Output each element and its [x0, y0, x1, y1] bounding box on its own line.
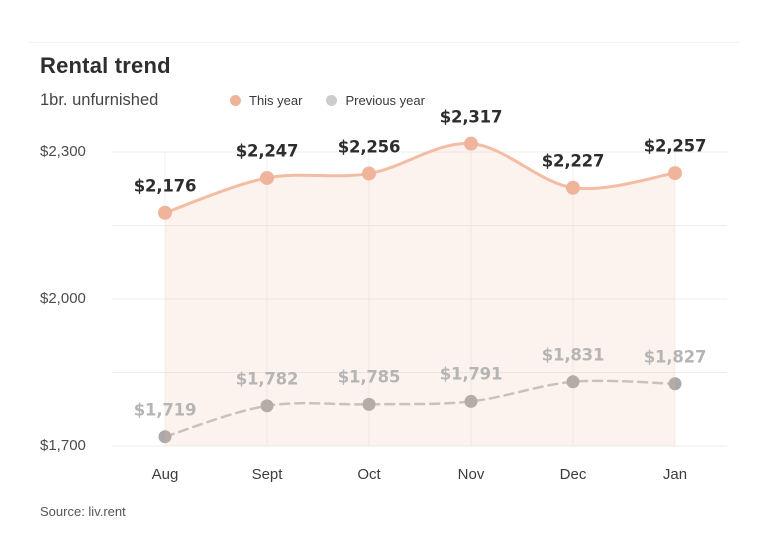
y-axis-label-2300: $2,300	[40, 143, 86, 160]
line-this-year	[163, 142, 677, 215]
x-axis-label-sept: Sept	[251, 466, 283, 483]
data-label-previous-year-sept: $1,782	[235, 369, 299, 389]
point-previous-year-aug	[158, 430, 172, 444]
data-label-previous-year-oct: $1,785	[337, 367, 401, 387]
area-this-year	[165, 143, 675, 446]
legend-item-previous-year: Previous year	[326, 93, 425, 108]
source-attribution: Source: liv.rent	[40, 504, 126, 519]
point-this-year-jan	[668, 166, 682, 181]
data-label-previous-year-dec: $1,831	[541, 345, 605, 365]
point-this-year-sept	[260, 170, 274, 185]
data-label-this-year-nov: $2,317	[439, 107, 503, 127]
x-axis-label-nov: Nov	[457, 466, 485, 483]
data-label-previous-year-nov: $1,791	[439, 364, 503, 384]
legend-dot-previous-year-icon	[326, 95, 338, 106]
y-axis-label-2000: $2,000	[40, 290, 86, 307]
data-label-this-year-oct: $2,256	[337, 137, 401, 157]
legend: This year Previous year	[230, 93, 425, 108]
legend-label-this-year: This year	[249, 93, 303, 108]
point-previous-year-dec	[566, 375, 580, 389]
y-axis-label-1700: $1,700	[40, 437, 86, 454]
data-label-previous-year-jan: $1,827	[643, 347, 707, 367]
x-axis-label-aug: Aug	[151, 466, 179, 483]
chart-subtitle: 1br. unfurnished	[40, 91, 159, 109]
point-this-year-dec	[566, 180, 580, 195]
chart-title: Rental trend	[40, 53, 171, 78]
data-label-this-year-jan: $2,257	[643, 136, 707, 156]
point-this-year-aug	[158, 205, 172, 220]
point-previous-year-nov	[464, 394, 478, 408]
x-axis-label-jan: Jan	[662, 466, 688, 483]
legend-dot-this-year-icon	[230, 95, 241, 106]
point-this-year-oct	[362, 166, 376, 181]
x-axis-label-dec: Dec	[559, 466, 587, 483]
top-divider	[28, 42, 740, 43]
point-this-year-nov	[464, 136, 478, 151]
legend-item-this-year: This year	[230, 93, 302, 108]
data-label-previous-year-aug: $1,719	[133, 400, 197, 420]
line-previous-year	[163, 379, 677, 438]
x-axis-label-oct: Oct	[357, 466, 381, 483]
data-label-this-year-dec: $2,227	[541, 151, 605, 171]
data-label-this-year-sept: $2,247	[235, 141, 299, 161]
point-previous-year-oct	[362, 397, 376, 411]
point-previous-year-jan	[668, 377, 682, 391]
legend-label-previous-year: Previous year	[345, 93, 425, 108]
data-label-this-year-aug: $2,176	[133, 176, 197, 196]
point-previous-year-sept	[260, 399, 274, 413]
